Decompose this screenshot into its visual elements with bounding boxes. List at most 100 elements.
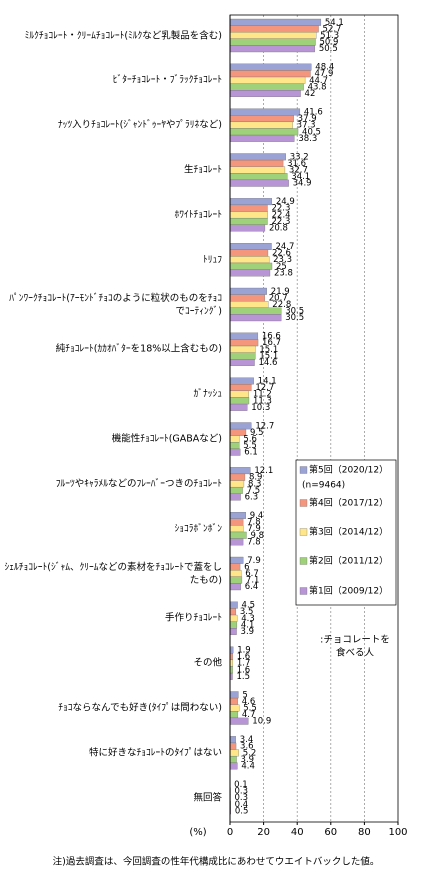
- bar: [229, 691, 239, 699]
- x-tick-label: 100: [388, 827, 407, 838]
- bar: [229, 307, 282, 315]
- value-label: 37.9: [298, 114, 317, 124]
- value-label: 43.8: [308, 82, 327, 92]
- value-label: 21.9: [271, 287, 290, 297]
- bar: [229, 704, 240, 712]
- value-label: 24.7: [275, 242, 294, 252]
- bar: [229, 262, 273, 270]
- legend-swatch: [299, 499, 308, 507]
- value-label: 6.3: [245, 493, 259, 503]
- value-label: 11.3: [253, 396, 272, 406]
- value-label: 23.8: [274, 268, 293, 278]
- category-label: ｶﾞﾅｯｼｭ: [193, 388, 222, 400]
- bar: [229, 359, 255, 366]
- bar: [229, 717, 249, 725]
- value-label: 4.3: [241, 614, 255, 624]
- value-label: 5.5: [243, 441, 257, 451]
- value-label: 51.3: [320, 31, 339, 41]
- bar: [229, 384, 252, 392]
- bar: [229, 467, 251, 475]
- bar: [229, 217, 268, 225]
- category-label: 無回答: [193, 792, 222, 804]
- bar: [229, 115, 294, 123]
- bar: [229, 473, 246, 481]
- bar: [229, 339, 259, 347]
- x-tick-label: 60: [324, 827, 337, 838]
- category-label: 純ﾁｮｺﾚｰﾄ(ｶｶｵﾊﾞﾀｰを18%以上含むもの): [55, 343, 222, 355]
- bar: [229, 480, 245, 488]
- bar: [229, 45, 315, 53]
- value-label: 4.5: [242, 601, 256, 611]
- value-label: 9.8: [250, 531, 264, 541]
- value-label: 30.5: [285, 313, 304, 323]
- bar: [229, 614, 238, 622]
- value-label: 15.1: [259, 345, 278, 355]
- value-label: 1.6: [237, 652, 251, 662]
- bar: [229, 576, 243, 584]
- bar: [229, 224, 266, 232]
- value-label: 5: [242, 690, 247, 700]
- value-label: 48.4: [315, 63, 334, 73]
- legend-note: :チョコレートを: [320, 635, 390, 646]
- bar: [229, 377, 254, 385]
- bar: [229, 556, 244, 564]
- bar: [229, 755, 237, 763]
- bar: [229, 762, 238, 770]
- bar: [229, 211, 268, 219]
- value-label: 8.3: [248, 479, 262, 489]
- bar: [229, 25, 319, 33]
- value-label: 37.3: [297, 121, 316, 131]
- category-label: ﾎﾜｲﾄﾁｮｺﾚｰﾄ: [174, 209, 222, 221]
- category-label: ﾊﾟﾝﾜｰｸﾁｮｺﾚｰﾄ(ｱｰﾓﾝﾄﾞﾁｮｺのように粒状のものをﾁｮｺでｺｰﾃｨ…: [9, 292, 222, 317]
- value-label: 22.3: [271, 217, 290, 227]
- value-label: 20.8: [269, 224, 288, 234]
- bar: [229, 397, 250, 405]
- value-label: 3.6: [240, 742, 254, 752]
- bar: [229, 294, 265, 302]
- bar: [229, 301, 269, 308]
- bar: [229, 493, 241, 501]
- bar: [229, 18, 322, 26]
- value-label: 0.1: [234, 780, 248, 790]
- bar: [229, 198, 272, 206]
- value-label: 6.7: [245, 569, 259, 579]
- category-label: 生ﾁｮｺﾚｰﾄ: [183, 164, 222, 176]
- legend-n: (n=9464): [302, 481, 345, 491]
- value-label: 40.5: [302, 127, 321, 137]
- value-label: 11.2: [253, 390, 272, 400]
- value-label: 30.5: [285, 307, 304, 317]
- bar: [229, 134, 295, 142]
- category-label: ﾁｮｺならなんでも好き(ﾀｲﾌﾟは問わない): [58, 702, 222, 714]
- bar: [229, 128, 299, 136]
- category-label: ﾄﾘｭﾌ: [202, 254, 222, 266]
- bar: [229, 76, 306, 84]
- bar: [229, 249, 269, 257]
- value-label: 4.4: [241, 762, 255, 772]
- legend-note: 食べる人: [336, 647, 375, 659]
- value-label: 1.5: [237, 672, 251, 682]
- bar: [229, 583, 241, 591]
- value-label: 15.1: [259, 351, 278, 361]
- category-label: ﾋﾞﾀｰﾁｮｺﾚｰﾄ・ﾌﾞﾗｯｸﾁｮｺﾚｰﾄ: [112, 74, 222, 86]
- category-label: その他: [193, 657, 222, 669]
- value-label: 25: [276, 262, 287, 272]
- bar: [229, 390, 249, 398]
- bar: [229, 570, 242, 577]
- category-label: ﾐﾙｸﾁｮｺﾚｰﾄ・ｸﾘｰﾑﾁｮｺﾚｰﾄ(ﾐﾙｸなど乳製品を含む): [24, 30, 222, 41]
- bar: [229, 173, 288, 181]
- x-tick-label: 0: [227, 827, 233, 838]
- legend-swatch: [299, 528, 308, 536]
- bar: [229, 518, 244, 526]
- bar: [229, 601, 238, 609]
- bar: [229, 352, 256, 360]
- legend-label: 第4回（2017/12）: [309, 497, 388, 509]
- bar: [229, 121, 293, 129]
- bar: [229, 525, 244, 533]
- bar: [229, 63, 312, 71]
- value-label: 34.9: [293, 179, 312, 189]
- value-label: 24.9: [276, 197, 295, 207]
- value-label: 12.7: [255, 383, 274, 393]
- bar: [229, 711, 239, 719]
- bar: [229, 269, 271, 277]
